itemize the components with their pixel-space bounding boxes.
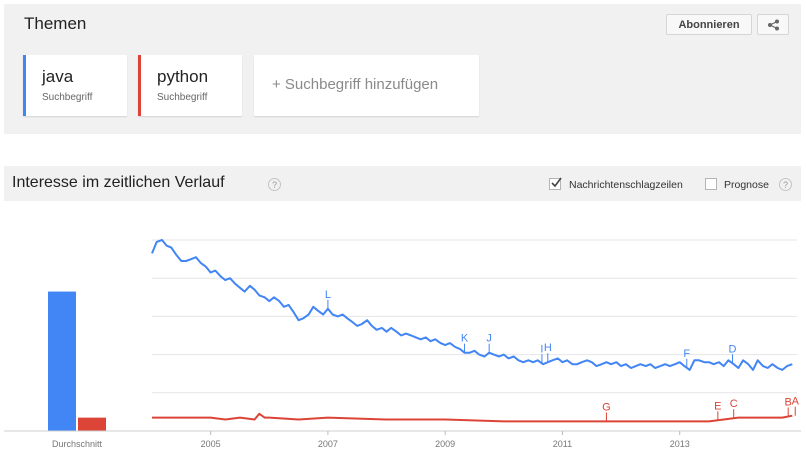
annotation-I[interactable]: I xyxy=(540,343,543,355)
term-label: java xyxy=(42,67,74,86)
annotation-L[interactable]: L xyxy=(325,289,331,301)
average-bar-python xyxy=(78,417,106,431)
annotation-A[interactable]: A xyxy=(792,396,800,408)
annotation-B[interactable]: B xyxy=(785,397,792,409)
series-line-python xyxy=(152,412,793,423)
term-label: python xyxy=(157,67,209,86)
average-bars xyxy=(48,291,106,431)
term-type: Suchbegriff xyxy=(42,92,93,103)
news-headlines-checkbox[interactable] xyxy=(549,177,562,190)
checkmark-icon xyxy=(551,177,562,188)
share-icon xyxy=(767,19,779,30)
interest-over-time-chart: L K J I H F D G E C B A 2005 2007 2009 2011 2013 Durchs… xyxy=(4,239,801,449)
annotation-E[interactable]: E xyxy=(714,400,721,412)
average-label: Durchschnitt xyxy=(52,439,103,449)
topics-panel: Themen Abonnieren java Suchbegriff pytho… xyxy=(4,4,801,134)
forecast-label[interactable]: Prognose xyxy=(724,179,769,191)
chart-grid xyxy=(152,239,797,394)
forecast-checkbox[interactable] xyxy=(705,178,717,190)
add-term-label: + Suchbegriff hinzufügen xyxy=(272,76,439,93)
series-line-java xyxy=(151,239,793,371)
annotation-F[interactable]: F xyxy=(683,348,690,360)
term-card-java[interactable]: java Suchbegriff xyxy=(23,55,127,116)
help-icon[interactable]: ? xyxy=(268,178,281,191)
add-term-card[interactable]: + Suchbegriff hinzufügen xyxy=(254,55,479,116)
subscribe-button[interactable]: Abonnieren xyxy=(666,14,752,35)
term-card-python[interactable]: python Suchbegriff xyxy=(138,55,242,116)
x-tick-label: 2013 xyxy=(670,439,690,449)
x-tick-label: 2011 xyxy=(553,439,572,449)
term-color-stripe xyxy=(138,55,141,116)
x-tick-label: 2007 xyxy=(318,439,338,449)
news-headlines-label[interactable]: Nachrichtenschlagzeilen xyxy=(569,179,683,191)
annotation-C[interactable]: C xyxy=(730,398,738,410)
annotation-D[interactable]: D xyxy=(729,343,737,355)
x-tick-label: 2005 xyxy=(201,439,221,449)
share-button[interactable] xyxy=(757,14,789,35)
series-lines xyxy=(151,239,793,423)
annotation-K[interactable]: K xyxy=(461,333,469,345)
term-color-stripe xyxy=(23,55,26,116)
x-axis: 2005 2007 2009 2011 2013 xyxy=(4,430,801,449)
annotation-J[interactable]: J xyxy=(486,333,492,345)
annotations: L K J I H F D G E C B A xyxy=(325,289,800,422)
annotation-H[interactable]: H xyxy=(544,342,552,354)
x-tick-label: 2009 xyxy=(435,439,455,449)
interest-title: Interesse im zeitlichen Verlauf xyxy=(12,174,225,191)
term-type: Suchbegriff xyxy=(157,92,208,103)
annotation-G[interactable]: G xyxy=(602,401,611,413)
help-icon[interactable]: ? xyxy=(779,178,792,191)
interest-header: Interesse im zeitlichen Verlauf ? Nachri… xyxy=(4,166,801,201)
topics-title: Themen xyxy=(24,14,87,33)
average-bar-java xyxy=(48,291,76,431)
